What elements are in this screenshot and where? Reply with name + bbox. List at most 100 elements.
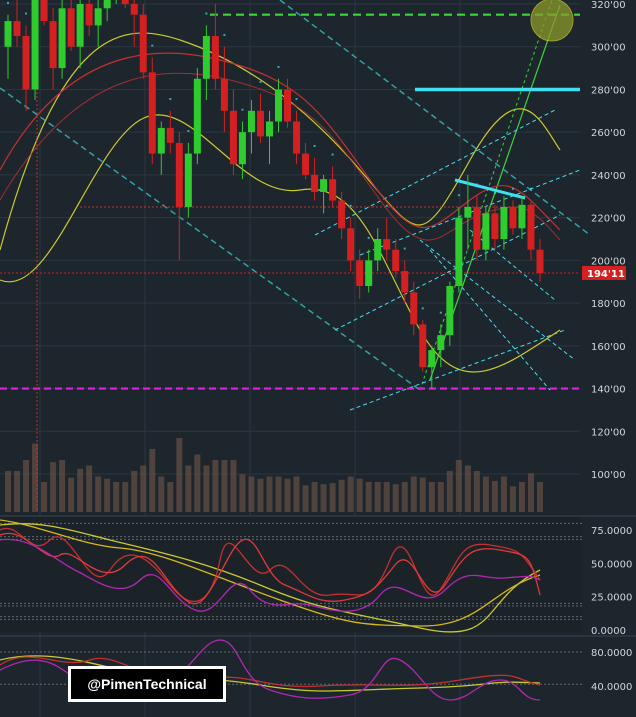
stochastic-tick-label: 0.0000	[591, 626, 626, 637]
volume-bar	[158, 476, 165, 512]
stochastic-tick-label: 75.0000	[591, 526, 632, 537]
stochastic-line	[0, 532, 541, 605]
sar-dot	[529, 187, 532, 190]
volume-bar	[491, 480, 498, 512]
volume-bar	[365, 482, 372, 512]
volume-bar	[509, 486, 516, 512]
candle-body	[94, 8, 102, 26]
volume-bar	[41, 482, 48, 512]
target-circle	[530, 0, 574, 42]
sar-dot	[241, 108, 244, 111]
sar-dot	[205, 12, 208, 15]
candle-body	[139, 14, 147, 73]
candle-body	[473, 206, 481, 250]
volume-bar	[401, 482, 408, 512]
volume-bar	[113, 482, 120, 512]
candle-body	[31, 0, 39, 90]
price-tick-label: 240'00	[591, 171, 626, 182]
trend-channel-lower	[0, 87, 421, 391]
resistance-segment	[454, 178, 526, 200]
candle-body	[166, 127, 174, 143]
volume-bar	[419, 477, 426, 512]
candle-body	[184, 153, 192, 207]
volume-bar	[185, 465, 192, 512]
candle-body	[238, 132, 246, 165]
volume-bar	[131, 471, 138, 512]
volume-bar	[464, 465, 471, 512]
sar-dot	[259, 80, 262, 83]
candle-body	[392, 249, 400, 272]
lower-band	[0, 114, 561, 373]
candle-body	[482, 213, 490, 250]
candle-body	[4, 21, 12, 47]
sar-dot	[493, 192, 496, 194]
sar-dot	[7, 1, 9, 4]
sar-dot	[169, 98, 172, 100]
candle-body	[356, 260, 364, 286]
candle-body	[410, 292, 418, 325]
sar-dot	[511, 187, 514, 190]
volume-bar	[455, 460, 462, 512]
volume-bar	[284, 478, 291, 512]
volume-bar	[203, 465, 210, 512]
oscillator-tick-label: 40.0000	[591, 682, 632, 693]
candle-body	[401, 271, 409, 293]
volume-bar	[59, 460, 66, 512]
volume-bar	[176, 438, 183, 512]
candle-body	[220, 78, 228, 111]
candle-body	[347, 228, 355, 261]
sar-dot	[367, 236, 370, 239]
volume-bar	[527, 473, 534, 512]
sar-dot	[313, 145, 316, 147]
candle-body	[311, 174, 319, 192]
sar-dot	[403, 247, 406, 250]
stochastic-line	[0, 523, 541, 633]
candle-body	[49, 21, 57, 69]
oscillator-line	[0, 656, 541, 688]
candle-body	[175, 142, 183, 207]
candle-body	[40, 0, 48, 22]
candle-body	[338, 200, 346, 229]
volume-bar	[311, 482, 318, 512]
candle-body	[121, 0, 129, 5]
volume-bar	[257, 478, 264, 512]
sar-dot	[187, 130, 190, 133]
volume-bar	[293, 476, 300, 512]
candle-body	[491, 213, 499, 239]
volume-bar	[221, 460, 228, 512]
current-price-label: 194'11	[587, 269, 625, 280]
stochastic-line	[0, 519, 541, 627]
volume-bar	[392, 484, 399, 512]
sar-dot	[421, 307, 424, 310]
candle-body	[365, 260, 373, 286]
candle-body	[103, 0, 111, 9]
candle-body	[536, 249, 544, 274]
price-tick-label: 180'00	[591, 299, 626, 310]
candle-body	[211, 36, 219, 79]
moving-average-1	[0, 52, 561, 231]
candle-body	[67, 8, 75, 47]
volume-bar	[23, 460, 30, 512]
oscillator-tick-label: 80.0000	[591, 648, 632, 659]
sar-dot	[349, 204, 352, 207]
candle-body	[509, 206, 517, 229]
volume-bar	[149, 449, 156, 512]
pitchfork-line	[349, 329, 566, 411]
volume-bar	[104, 478, 111, 512]
price-tick-label: 260'00	[591, 128, 626, 139]
upper-band	[0, 32, 561, 251]
candle-body	[500, 206, 508, 239]
current-price-tag	[582, 265, 626, 280]
sar-dot	[277, 65, 280, 68]
candle-body	[229, 110, 237, 165]
candle-body	[320, 179, 328, 192]
sar-dot	[385, 204, 388, 207]
candle-body	[518, 204, 526, 229]
stochastic-tick-label: 25.0000	[591, 593, 632, 604]
pitchfork-line	[334, 214, 561, 331]
volume-bar	[167, 482, 174, 512]
price-tick-label: 160'00	[591, 342, 626, 353]
volume-bar	[194, 454, 201, 512]
